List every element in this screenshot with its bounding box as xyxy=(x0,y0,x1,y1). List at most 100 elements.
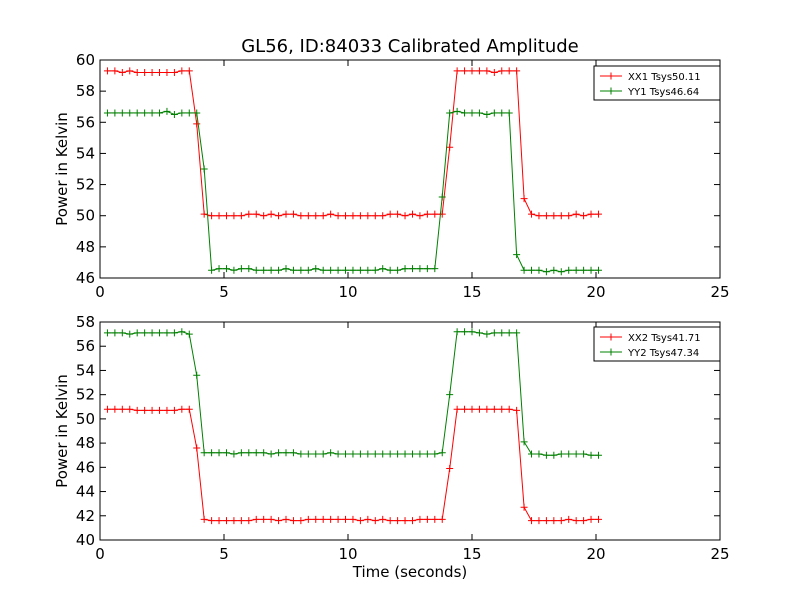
data-point xyxy=(580,450,588,458)
data-point xyxy=(185,330,193,338)
data-point xyxy=(528,450,536,458)
data-point xyxy=(289,449,297,457)
data-point xyxy=(498,329,506,337)
legend-marker xyxy=(607,72,615,80)
data-point xyxy=(394,517,402,525)
data-point xyxy=(356,212,364,220)
data-point xyxy=(237,517,245,525)
data-point xyxy=(275,212,283,220)
data-point xyxy=(215,212,223,220)
data-point xyxy=(275,517,283,525)
x-tick-label: 25 xyxy=(710,545,729,563)
data-point xyxy=(401,265,409,273)
data-point xyxy=(111,329,119,337)
data-point xyxy=(163,406,171,414)
data-point xyxy=(483,330,491,338)
data-point xyxy=(282,449,290,457)
data-point xyxy=(297,266,305,274)
data-point xyxy=(208,212,216,220)
data-point xyxy=(185,67,193,75)
data-point xyxy=(379,515,387,523)
data-point xyxy=(245,449,253,457)
data-point xyxy=(215,517,223,525)
data-point xyxy=(565,515,573,523)
y-tick-label: 42 xyxy=(76,507,95,525)
y-tick-label: 58 xyxy=(76,82,95,100)
data-point xyxy=(535,266,543,274)
data-point xyxy=(170,406,178,414)
data-point xyxy=(133,406,141,414)
data-point xyxy=(111,109,119,117)
data-point xyxy=(334,450,342,458)
chart-title: GL56, ID:84033 Calibrated Amplitude xyxy=(241,36,579,57)
data-point xyxy=(371,450,379,458)
data-point xyxy=(327,449,335,457)
data-point xyxy=(126,405,134,413)
data-point xyxy=(490,109,498,117)
data-point xyxy=(312,515,320,523)
data-point xyxy=(490,68,498,76)
data-point xyxy=(200,515,208,523)
data-point xyxy=(594,266,602,274)
data-point xyxy=(178,109,186,117)
legend-entry: YY2 Tsys47.34 xyxy=(627,348,699,359)
data-point xyxy=(386,517,394,525)
x-tick-label: 20 xyxy=(586,283,605,301)
y-tick-label: 58 xyxy=(76,313,95,331)
data-point xyxy=(520,503,528,511)
data-point xyxy=(297,517,305,525)
legend: XX2 Tsys41.71 YY2 Tsys47.34 xyxy=(593,326,721,362)
data-point xyxy=(267,210,275,218)
data-point xyxy=(431,210,439,218)
data-point xyxy=(208,517,216,525)
data-point xyxy=(148,329,156,337)
data-point xyxy=(498,67,506,75)
data-point xyxy=(475,405,483,413)
data-point xyxy=(260,266,268,274)
data-point xyxy=(148,109,156,117)
data-point xyxy=(498,405,506,413)
data-point xyxy=(260,212,268,220)
data-point xyxy=(103,405,111,413)
data-point xyxy=(505,109,513,117)
data-point xyxy=(170,111,178,118)
y-tick-label: 52 xyxy=(76,176,95,194)
data-point xyxy=(535,212,543,220)
data-point xyxy=(342,212,350,220)
data-point xyxy=(282,265,290,273)
data-point xyxy=(513,251,521,259)
data-point xyxy=(126,330,134,338)
data-point xyxy=(319,212,327,220)
data-point xyxy=(572,210,580,218)
data-point xyxy=(416,450,424,458)
data-point xyxy=(423,210,431,218)
y-tick-label: 48 xyxy=(76,238,95,256)
data-point xyxy=(394,266,402,274)
data-point xyxy=(520,195,528,203)
data-point xyxy=(468,405,476,413)
data-point xyxy=(580,517,588,525)
data-point xyxy=(126,67,134,75)
data-point xyxy=(490,405,498,413)
data-point xyxy=(594,515,602,523)
data-point xyxy=(468,328,476,336)
data-point xyxy=(416,515,424,523)
y-axis-label: Power in Kelvin xyxy=(53,374,71,488)
data-point xyxy=(133,68,141,76)
data-point xyxy=(505,405,513,413)
data-point xyxy=(126,109,134,117)
data-point xyxy=(185,109,193,117)
data-point xyxy=(141,109,149,117)
legend-box xyxy=(593,326,721,362)
data-point xyxy=(438,193,446,201)
series-1-2 xyxy=(103,107,602,276)
data-point xyxy=(208,266,216,274)
data-point xyxy=(118,405,126,413)
data-point xyxy=(431,450,439,458)
data-point xyxy=(252,210,260,218)
data-point xyxy=(349,212,357,220)
y-tick-label: 44 xyxy=(76,483,95,501)
data-point xyxy=(133,109,141,117)
data-point xyxy=(438,210,446,218)
data-point xyxy=(349,266,357,274)
